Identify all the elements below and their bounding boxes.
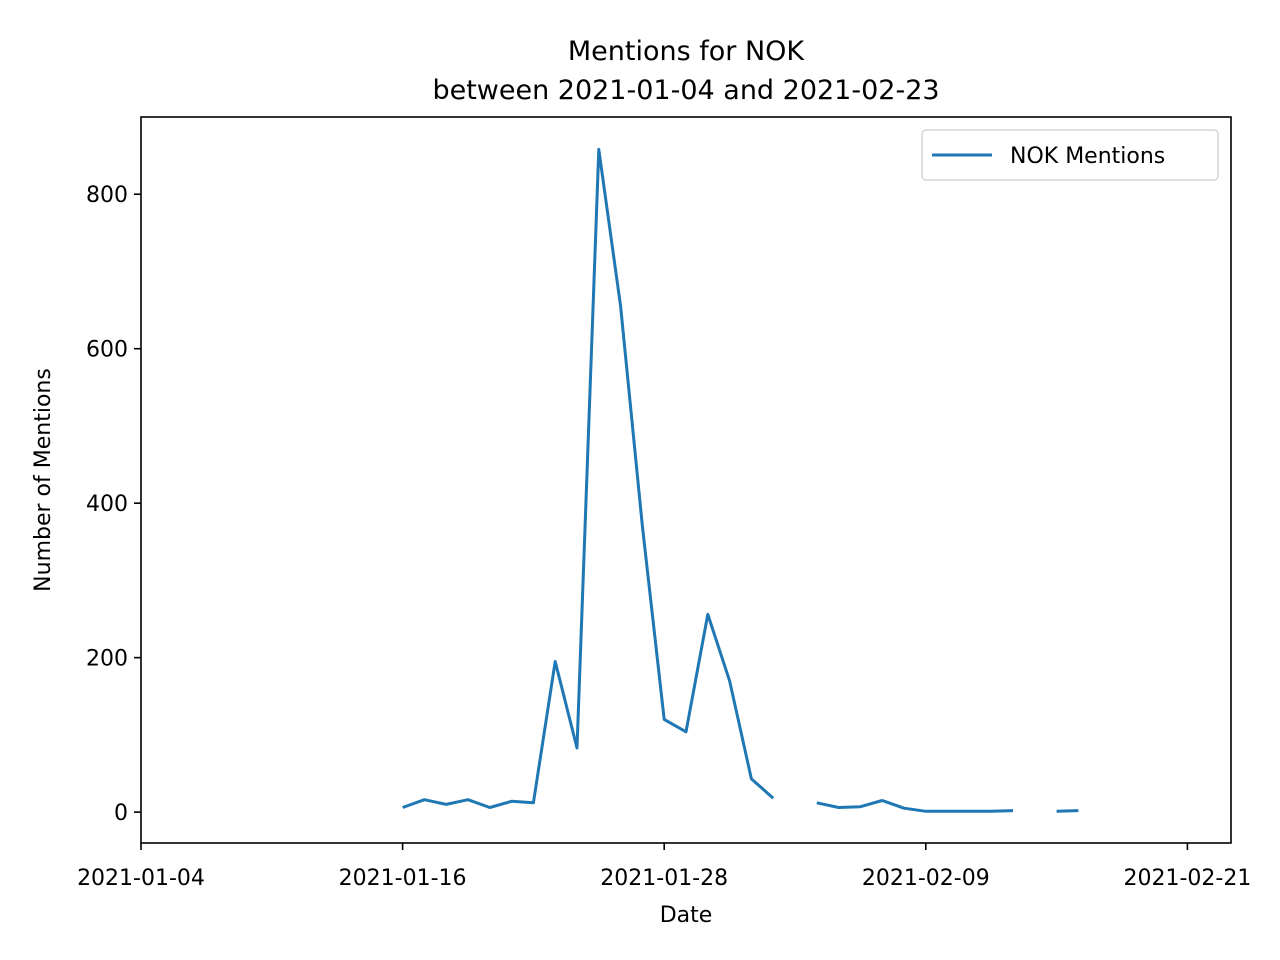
- legend-box: [921, 129, 1219, 181]
- x-axis-label: Date: [660, 903, 713, 928]
- y-tick-label: 200: [86, 647, 128, 672]
- y-tick-label: 0: [114, 801, 128, 826]
- chart-subtitle: between 2021-01-04 and 2021-02-23: [432, 75, 939, 106]
- y-tick-label: 600: [86, 338, 128, 363]
- series-line-segment: [402, 147, 775, 809]
- plot-area: [140, 116, 1232, 844]
- y-tick-label: 800: [86, 183, 128, 208]
- series-layer: [402, 147, 1079, 813]
- legend: NOK Mentions: [921, 129, 1219, 181]
- x-tick-label: 2021-01-16: [339, 866, 467, 891]
- y-axis: 0 200 400 600 800: [86, 183, 141, 826]
- x-axis: 2021-01-04 2021-01-16 2021-01-28 2021-02-09…: [77, 843, 1251, 891]
- y-axis-label: Number of Mentions: [31, 368, 56, 592]
- x-tick-label: 2021-01-28: [600, 866, 728, 891]
- chart-title: Mentions for NOK: [568, 36, 806, 67]
- series-line-segment: [1056, 809, 1079, 813]
- legend-entry: NOK Mentions: [1010, 144, 1165, 169]
- x-tick-label: 2021-02-09: [862, 866, 990, 891]
- x-tick-label: 2021-01-04: [77, 866, 205, 891]
- y-tick-label: 400: [86, 492, 128, 517]
- series-line-segment: [816, 799, 1014, 813]
- x-tick-label: 2021-02-21: [1123, 866, 1251, 891]
